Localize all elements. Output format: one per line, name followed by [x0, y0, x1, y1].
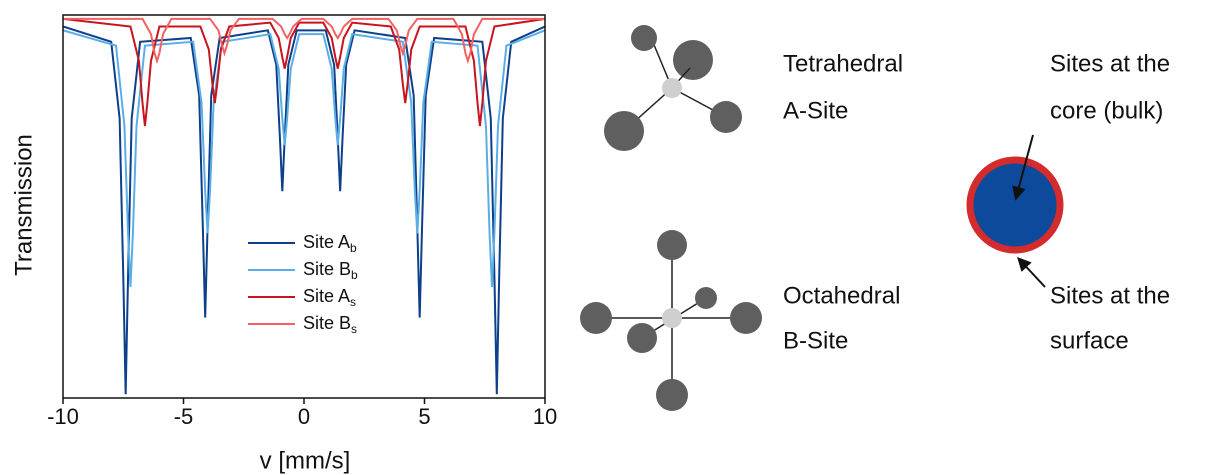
label: B-Site [783, 327, 848, 354]
legend-name: Site B [303, 259, 351, 279]
label: A-Site [783, 97, 848, 124]
center-atom [662, 308, 682, 328]
legend-label: Site Ab [303, 232, 357, 255]
atom [710, 101, 742, 133]
x-tick-label: -5 [174, 404, 194, 429]
particle [966, 156, 1064, 254]
arrow [1012, 134, 1034, 201]
atom [656, 379, 688, 411]
center-atom [662, 78, 682, 98]
atom [580, 302, 612, 334]
legend-name: Site A [303, 286, 350, 306]
legend-subscript: b [351, 268, 358, 282]
atom [657, 230, 687, 260]
x-tick-label: 0 [298, 404, 310, 429]
label: surface [1050, 327, 1129, 354]
legend-label: Site Bs [303, 313, 357, 336]
legend-label: Site As [303, 286, 356, 309]
x-tick-label: 10 [533, 404, 557, 429]
series-line [63, 25, 545, 395]
label: Sites at the [1050, 50, 1170, 77]
legend-subscript: s [351, 322, 357, 336]
x-axis-label: v [mm/s] [260, 447, 351, 474]
series-line [63, 17, 545, 65]
plot-frame [62, 14, 546, 399]
plot-lines [63, 17, 545, 395]
label: Sites at the [1050, 282, 1170, 309]
x-tick-label: 5 [418, 404, 430, 429]
label: core (bulk) [1050, 97, 1163, 124]
atom [627, 323, 657, 353]
legend-subscript: b [350, 241, 357, 255]
atom [730, 302, 762, 334]
legend-name: Site A [303, 232, 350, 252]
arrow [1017, 256, 1046, 288]
atom [695, 287, 717, 309]
label: Octahedral [783, 282, 900, 309]
atom [604, 111, 644, 151]
atom [631, 25, 657, 51]
label: Tetrahedral [783, 50, 903, 77]
legend-label: Site Bb [303, 259, 358, 282]
x-tick-label: -10 [47, 404, 79, 429]
legend-name: Site B [303, 313, 351, 333]
diagram: Tetrahedral A-Site Octahedral B-Site Sit… [580, 25, 1170, 411]
legend-subscript: s [350, 295, 356, 309]
y-axis-label: Transmission [10, 134, 37, 276]
atom [673, 40, 713, 80]
